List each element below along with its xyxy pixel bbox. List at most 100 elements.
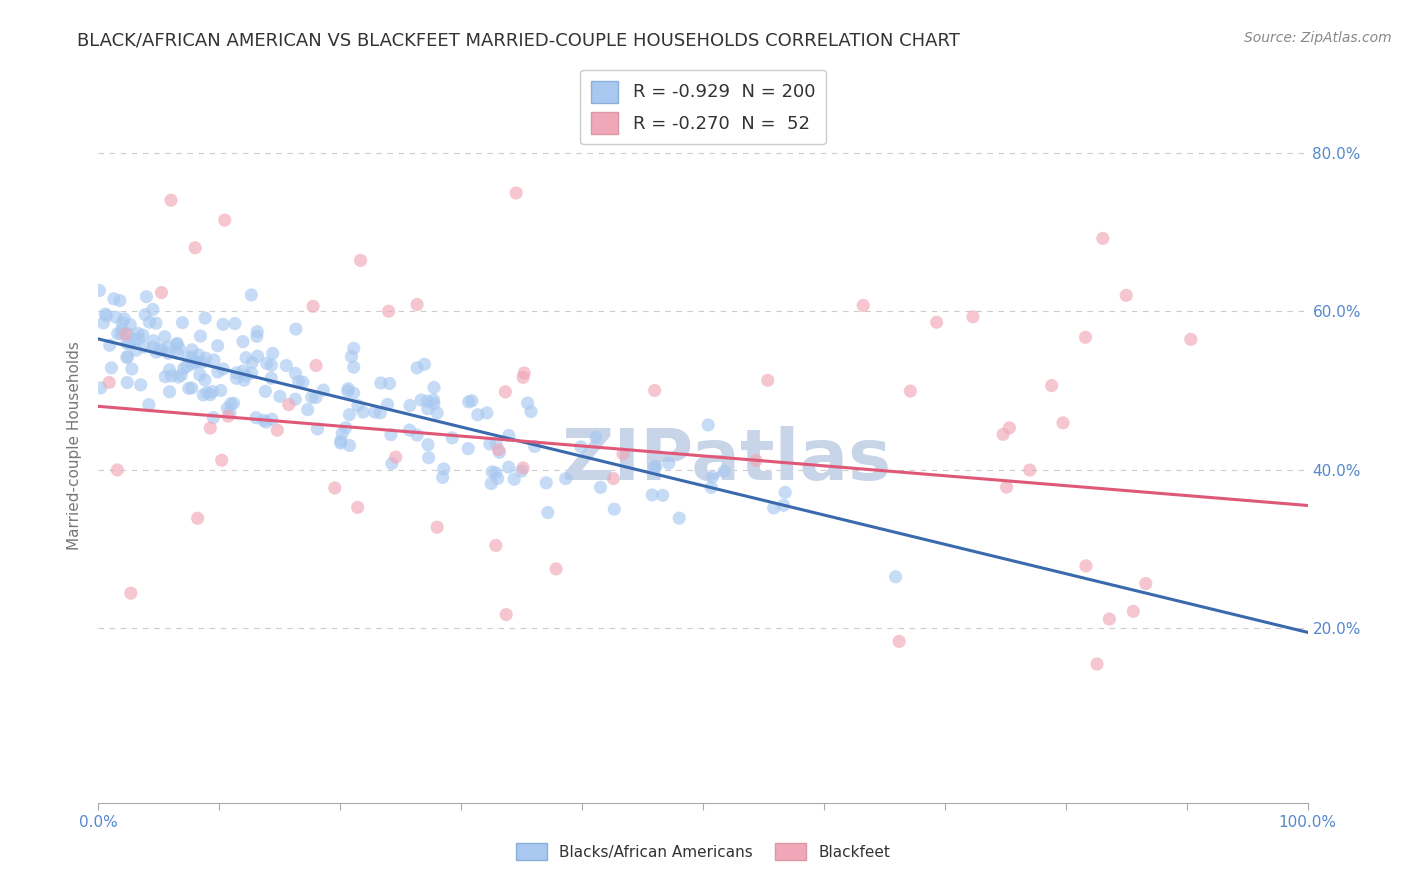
Point (240, 288, 263, 302)
Point (114, 327, 136, 342)
Point (100, 360, 122, 375)
Point (201, 384, 224, 399)
Point (277, 398, 299, 412)
Point (399, 399, 422, 413)
Point (172, 316, 194, 330)
Point (301, 390, 323, 404)
Point (1091, 231, 1114, 245)
Point (96, 309, 118, 323)
Point (347, 399, 370, 413)
Point (495, 607, 517, 622)
Point (157, 340, 180, 354)
Point (467, 408, 489, 422)
Point (134, 308, 156, 322)
Point (368, 406, 391, 420)
Point (416, 401, 439, 416)
Point (202, 410, 225, 425)
Point (1122, 604, 1144, 618)
Point (167, 370, 190, 384)
Point (335, 420, 357, 434)
Point (422, 392, 444, 407)
Point (200, 387, 222, 401)
Point (433, 462, 456, 476)
Point (498, 460, 520, 475)
Point (305, 359, 328, 373)
Point (512, 461, 534, 475)
Point (485, 436, 508, 450)
Point (1074, 330, 1097, 344)
Point (260, 358, 283, 372)
Point (432, 470, 454, 484)
Point (413, 357, 436, 371)
Point (219, 397, 242, 411)
Point (120, 318, 142, 332)
Point (190, 329, 212, 343)
Point (207, 339, 229, 353)
Point (423, 396, 446, 410)
Point (554, 472, 576, 486)
Point (155, 369, 177, 384)
Point (406, 360, 429, 375)
Point (1098, 612, 1121, 626)
Point (925, 315, 948, 329)
Point (209, 384, 232, 398)
Point (342, 386, 364, 401)
Point (346, 500, 368, 515)
Point (160, 368, 183, 383)
Point (1180, 332, 1202, 346)
Point (260, 412, 283, 426)
Point (585, 430, 607, 444)
Point (406, 297, 429, 311)
Point (488, 445, 510, 459)
Point (90, 381, 112, 395)
Point (142, 302, 165, 317)
Point (523, 440, 546, 454)
Point (225, 366, 247, 380)
Point (194, 373, 217, 387)
Point (589, 480, 612, 494)
Point (569, 440, 592, 454)
Point (745, 453, 768, 467)
Point (180, 381, 202, 395)
Point (128, 332, 150, 346)
Point (150, 285, 173, 300)
Point (537, 506, 560, 520)
Point (337, 382, 360, 396)
Point (603, 502, 626, 516)
Point (235, 368, 257, 383)
Point (756, 373, 779, 387)
Point (352, 405, 374, 419)
Point (1074, 558, 1097, 573)
Point (485, 466, 508, 480)
Point (478, 437, 501, 451)
Point (240, 366, 263, 380)
Point (1040, 378, 1063, 392)
Point (181, 343, 204, 357)
Point (305, 391, 328, 405)
Point (187, 348, 209, 362)
Point (297, 402, 319, 417)
Point (184, 241, 207, 255)
Point (129, 377, 152, 392)
Point (381, 457, 404, 471)
Point (612, 447, 634, 461)
Point (98, 376, 121, 390)
Point (145, 345, 167, 359)
Point (166, 337, 188, 351)
Point (1135, 576, 1157, 591)
Point (132, 340, 155, 354)
Point (166, 346, 188, 360)
Point (1052, 416, 1074, 430)
Point (377, 304, 399, 318)
Point (307, 422, 329, 436)
Point (159, 363, 181, 377)
Point (157, 346, 180, 360)
Point (852, 298, 875, 312)
Point (176, 359, 198, 374)
Point (343, 342, 366, 356)
Point (336, 384, 359, 398)
Point (406, 428, 429, 442)
Point (998, 421, 1021, 435)
Point (159, 384, 181, 399)
Point (212, 318, 235, 332)
